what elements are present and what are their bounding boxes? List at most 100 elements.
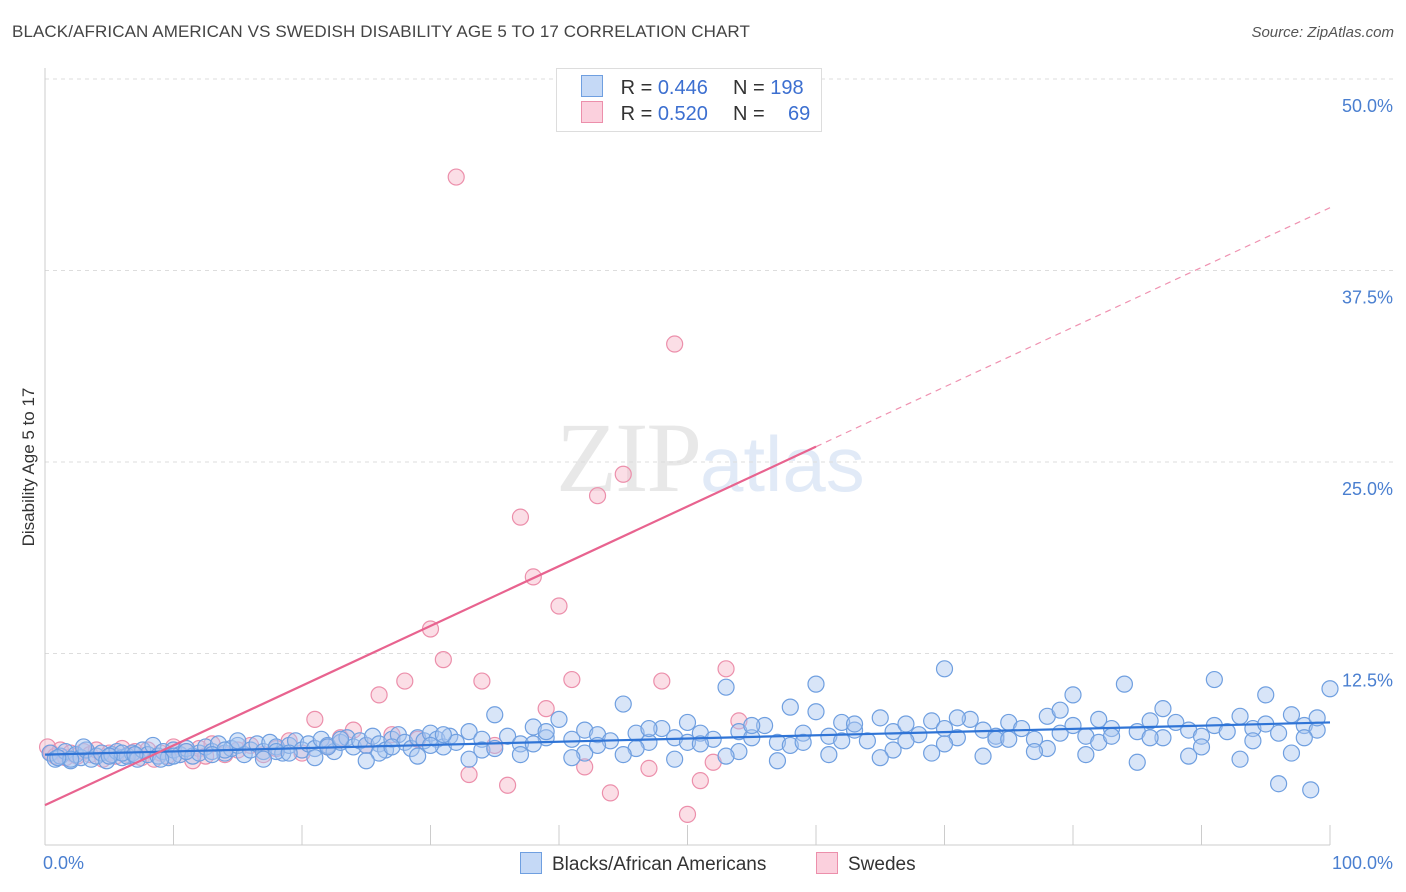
data-point-swedes bbox=[588, 487, 607, 505]
y-tick-label: 50.0% bbox=[1342, 96, 1393, 116]
data-point-blacks bbox=[833, 732, 851, 750]
data-point-blacks bbox=[306, 749, 324, 767]
trend-line-swedes bbox=[44, 445, 817, 807]
data-point-blacks bbox=[1180, 747, 1198, 765]
data-point-blacks bbox=[254, 750, 273, 768]
data-point-blacks bbox=[486, 706, 504, 724]
data-point-blacks bbox=[1302, 781, 1320, 799]
data-point-swedes bbox=[550, 597, 568, 615]
data-point-blacks bbox=[1051, 701, 1069, 719]
data-point-blacks bbox=[370, 735, 388, 753]
chart-title: BLACK/AFRICAN AMERICAN VS SWEDISH DISABI… bbox=[12, 22, 750, 41]
data-point-blacks bbox=[935, 660, 954, 678]
data-point-blacks bbox=[357, 752, 375, 770]
data-point-blacks bbox=[858, 732, 877, 750]
data-point-blacks bbox=[460, 723, 478, 741]
data-point-blacks bbox=[974, 747, 992, 765]
data-point-blacks bbox=[1295, 716, 1313, 735]
data-point-blacks bbox=[730, 742, 748, 761]
data-point-swedes bbox=[576, 758, 594, 776]
data-point-blacks bbox=[1269, 775, 1288, 793]
legend-n-label: N = bbox=[733, 77, 765, 99]
data-point-blacks bbox=[1231, 750, 1249, 768]
data-point-swedes bbox=[511, 508, 530, 526]
data-point-blacks bbox=[794, 724, 812, 742]
data-point-blacks bbox=[781, 736, 799, 755]
axes bbox=[44, 68, 1331, 846]
trend-line-blacks bbox=[44, 721, 1331, 756]
data-point-blacks bbox=[209, 735, 228, 753]
data-point-blacks bbox=[627, 724, 645, 742]
data-point-blacks bbox=[1141, 712, 1159, 730]
data-point-blacks bbox=[845, 715, 864, 733]
bottom-legend-swedes: Swedes bbox=[816, 852, 916, 876]
data-point-blacks bbox=[203, 746, 221, 764]
series-blacks-african-americans bbox=[41, 660, 1339, 799]
data-point-blacks bbox=[1064, 686, 1082, 704]
data-point-swedes bbox=[499, 776, 517, 794]
bottom-legend-swatch-pink bbox=[816, 852, 838, 874]
data-point-blacks bbox=[807, 675, 825, 693]
data-point-swedes bbox=[563, 670, 581, 689]
bottom-legend-blacks: Blacks/African Americans bbox=[520, 852, 766, 876]
data-point-blacks bbox=[1282, 706, 1301, 724]
data-point-blacks bbox=[704, 730, 722, 748]
data-point-blacks bbox=[743, 716, 761, 735]
legend-swatch-blue bbox=[581, 75, 603, 97]
data-point-blacks bbox=[807, 703, 825, 721]
data-point-blacks bbox=[1192, 738, 1211, 756]
watermark-atlas: atlas bbox=[700, 420, 865, 508]
data-point-blacks bbox=[1257, 686, 1275, 704]
data-point-blacks bbox=[897, 732, 915, 750]
data-point-blacks bbox=[871, 749, 889, 767]
data-point-blacks bbox=[653, 719, 671, 738]
bottom-legend-swatch-blue bbox=[520, 852, 542, 874]
data-point-blacks bbox=[1115, 675, 1134, 693]
trend-lines bbox=[44, 207, 1331, 807]
data-point-blacks bbox=[1000, 730, 1018, 748]
data-point-blacks bbox=[1077, 746, 1095, 764]
data-point-blacks bbox=[884, 723, 902, 741]
axis-labels: 12.5% 25.0% 37.5% 50.0% 0.0% 100.0% Disability… bbox=[19, 96, 1393, 873]
data-point-blacks bbox=[1154, 729, 1172, 747]
legend-r-value: 0.446 bbox=[657, 77, 708, 99]
data-point-blacks bbox=[144, 736, 162, 755]
legend-row-swedes: R = 0.520 N = 69 bbox=[581, 101, 810, 127]
legend-r-value: 0.520 bbox=[657, 103, 708, 125]
data-point-blacks bbox=[1231, 707, 1249, 725]
data-point-blacks bbox=[434, 726, 452, 744]
data-point-blacks bbox=[666, 750, 684, 768]
data-point-blacks bbox=[460, 750, 478, 768]
data-point-swedes bbox=[396, 672, 414, 690]
data-point-blacks bbox=[563, 749, 581, 767]
legend-r-label: R = bbox=[620, 77, 653, 99]
data-point-blacks bbox=[640, 719, 658, 738]
data-point-blacks bbox=[1064, 716, 1082, 735]
data-point-blacks bbox=[923, 744, 941, 762]
source-label: Source: ZipAtlas.com bbox=[1251, 24, 1394, 41]
data-point-swedes bbox=[434, 651, 452, 669]
data-point-blacks bbox=[1205, 670, 1223, 689]
data-point-blacks bbox=[1244, 732, 1262, 750]
grid-lines bbox=[45, 78, 1395, 654]
data-point-blacks bbox=[1218, 723, 1236, 741]
data-point-blacks bbox=[74, 738, 93, 756]
bottom-legend-label: Swedes bbox=[848, 854, 916, 875]
data-point-blacks bbox=[614, 695, 632, 713]
data-point-blacks bbox=[691, 735, 709, 753]
data-point-blacks bbox=[524, 718, 542, 736]
data-point-blacks bbox=[1154, 700, 1172, 718]
data-point-swedes bbox=[460, 765, 478, 784]
data-point-blacks bbox=[499, 727, 517, 745]
data-point-blacks bbox=[576, 744, 594, 762]
data-point-blacks bbox=[229, 732, 247, 750]
data-point-blacks bbox=[338, 729, 356, 747]
data-point-blacks bbox=[1025, 742, 1044, 761]
data-point-blacks bbox=[511, 746, 530, 764]
y-tick-label: 25.0% bbox=[1342, 479, 1393, 499]
y-tick-label: 12.5% bbox=[1342, 671, 1393, 691]
y-axis-title: Disability Age 5 to 17 bbox=[19, 388, 38, 547]
data-point-swedes bbox=[524, 568, 542, 586]
data-point-blacks bbox=[923, 712, 941, 730]
